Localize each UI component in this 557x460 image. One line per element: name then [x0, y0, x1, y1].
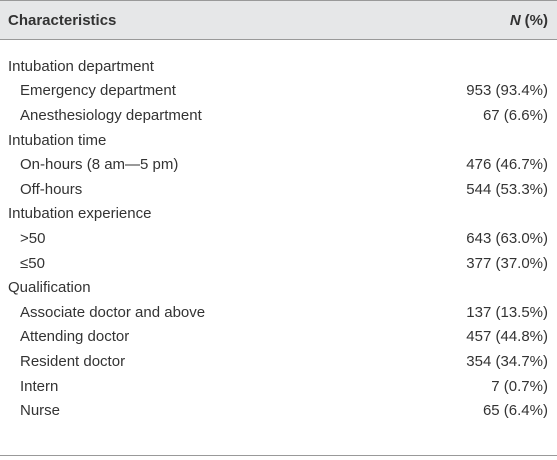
- row-label: Off-hours: [20, 180, 83, 198]
- table-row: Nurse 65 (6.4%): [0, 399, 557, 424]
- row-value: 137 (13.5%): [466, 303, 548, 321]
- group-label: Intubation time: [8, 131, 107, 149]
- row-label: Emergency department: [20, 82, 176, 100]
- row-value: 953 (93.4%): [466, 82, 548, 100]
- row-label: Intern: [20, 377, 59, 395]
- row-label: Associate doctor and above: [20, 303, 206, 321]
- table-row: ≤50 377 (37.0%): [0, 252, 557, 277]
- table-row: Intern 7 (0.7%): [0, 375, 557, 400]
- row-value: 7 (0.7%): [491, 377, 548, 395]
- row-value: 544 (53.3%): [466, 180, 548, 198]
- row-label: Attending doctor: [20, 328, 130, 346]
- table-rule: [0, 455, 557, 456]
- table-row: Attending doctor 457 (44.8%): [0, 325, 557, 350]
- row-label: Resident doctor: [20, 352, 126, 370]
- row-label: ≤50: [20, 254, 45, 272]
- group-row: Intubation experience: [0, 202, 557, 227]
- group-label: Intubation experience: [8, 205, 152, 223]
- table-row: On-hours (8 am—5 pm) 476 (46.7%): [0, 153, 557, 178]
- row-label: Anesthesiology department: [20, 106, 202, 124]
- header-cell: N (%): [510, 12, 548, 29]
- table-header: Characteristics N (%): [0, 0, 557, 40]
- row-value: 67 (6.6%): [482, 106, 548, 124]
- group-row: Qualification: [0, 276, 557, 301]
- table-row: Anesthesiology department 67 (6.6%): [0, 104, 557, 129]
- group-row: Intubation time: [0, 129, 557, 154]
- row-value: 476 (46.7%): [466, 156, 548, 174]
- table-row: Off-hours 544 (53.3%): [0, 178, 557, 203]
- group-row: Intubation department: [0, 55, 557, 80]
- table-row: Emergency department 953 (93.4%): [0, 79, 557, 104]
- group-label: Qualification: [8, 279, 91, 297]
- header-cell: Characteristics: [8, 12, 117, 29]
- table-row: >50 643 (63.0%): [0, 227, 557, 252]
- table-row: Associate doctor and above 137 (13.5%): [0, 301, 557, 326]
- row-value: 457 (44.8%): [466, 328, 548, 346]
- row-value: 643 (63.0%): [466, 229, 548, 247]
- row-value: 377 (37.0%): [466, 254, 548, 272]
- header-text: (%): [524, 12, 548, 29]
- row-value: 354 (34.7%): [466, 352, 548, 370]
- group-label: Intubation department: [8, 57, 154, 75]
- table-row: Resident doctor 354 (34.7%): [0, 350, 557, 375]
- row-label: On-hours (8 am—5 pm): [20, 156, 179, 174]
- header-italic: N: [509, 12, 521, 29]
- row-value: 65 (6.4%): [482, 402, 548, 420]
- row-label: Nurse: [20, 402, 61, 420]
- row-label: >50: [20, 229, 46, 247]
